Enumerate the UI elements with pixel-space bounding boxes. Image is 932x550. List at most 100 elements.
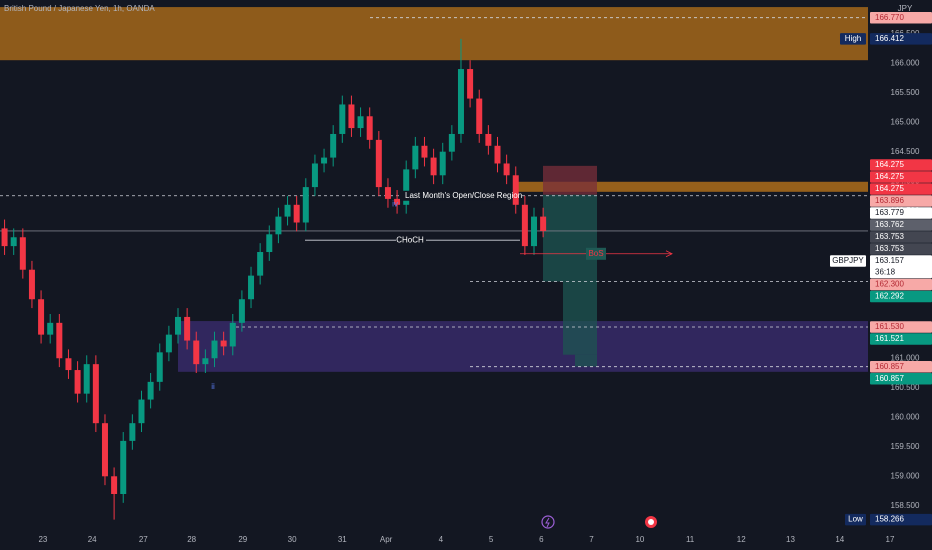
price-tag-bg — [845, 513, 866, 526]
price-label: 166.412 — [875, 34, 904, 43]
price-label: 160.857 — [875, 362, 904, 371]
candle-body — [403, 169, 410, 205]
x-tick-label: 6 — [539, 535, 544, 544]
candle-body — [412, 145, 419, 170]
price-label: 158.266 — [875, 515, 904, 524]
candle-body — [47, 322, 54, 335]
price-label-bg — [870, 372, 932, 385]
candle-body — [120, 440, 127, 494]
price-label-bg — [870, 360, 932, 373]
event-icon[interactable] — [541, 515, 555, 529]
price-label: 163.157 — [875, 256, 904, 265]
candle-body — [248, 275, 255, 300]
price-tag-bg — [830, 255, 866, 267]
candle-body — [321, 157, 328, 164]
candle-body — [293, 204, 300, 223]
candle-body — [92, 364, 99, 424]
price-label: 163.762 — [875, 220, 904, 229]
bos-arrow — [665, 250, 673, 258]
price-label: 161.521 — [875, 334, 904, 343]
x-tick-label: 11 — [686, 535, 695, 544]
candle-body — [348, 104, 355, 129]
price-label-bg — [870, 159, 932, 171]
candle-body — [211, 340, 218, 359]
candle-body — [366, 116, 373, 140]
price-label-bg — [870, 290, 932, 303]
currency: JPY — [898, 4, 913, 13]
candle-body — [494, 145, 501, 164]
candle-body — [421, 145, 428, 158]
event-icon-bolt — [545, 517, 550, 528]
candle-body — [74, 370, 81, 394]
candle-body — [238, 299, 245, 323]
price-label: 163.753 — [875, 244, 904, 253]
candle-body — [275, 216, 282, 235]
candle-body — [111, 476, 118, 494]
price-label: 160.857 — [875, 374, 904, 383]
candle-body — [83, 364, 90, 394]
candle-body — [311, 163, 318, 188]
zone — [543, 165, 597, 195]
price-label-bg — [870, 231, 932, 243]
price-label-bg — [870, 255, 932, 279]
event-icon-inner — [648, 519, 654, 525]
candle-body — [540, 216, 547, 231]
zone — [563, 281, 597, 355]
price-label-bg — [870, 195, 932, 207]
x-tick-label: 14 — [835, 535, 844, 544]
x-tick-label: 28 — [187, 535, 196, 544]
candle-body — [138, 399, 145, 424]
candle-body — [129, 423, 136, 441]
candle-body — [394, 198, 401, 205]
countdown: 36:18 — [875, 268, 896, 277]
price-label: 164.275 — [875, 160, 904, 169]
x-tick-label: 24 — [88, 535, 97, 544]
candle-body — [375, 139, 382, 188]
y-tick-label: 158.500 — [891, 501, 920, 510]
label-bg — [586, 247, 606, 260]
price-axis: 158.500 159.000 159.500 160.000 160.500 161.0… — [830, 11, 932, 526]
candle-body — [339, 104, 346, 134]
y-tick-label: 166.000 — [891, 58, 920, 67]
y-tick-label: 159.500 — [891, 442, 920, 451]
price-label: 163.753 — [875, 232, 904, 241]
zones — [0, 7, 868, 372]
candle-body — [357, 116, 364, 129]
y-tick-label: 165.500 — [891, 88, 920, 97]
x-tick-label: 5 — [489, 535, 494, 544]
candle-body — [175, 316, 182, 335]
chart-title: British Pound / Japanese Yen, 1h, OANDA — [4, 4, 155, 13]
candle-body — [202, 358, 209, 365]
candle-body — [1, 228, 8, 247]
x-tick-label: 7 — [589, 535, 594, 544]
x-tick-label: 23 — [38, 535, 47, 544]
price-label: 164.275 — [875, 184, 904, 193]
x-tick-label: 27 — [139, 535, 148, 544]
y-tick-label: 159.000 — [891, 471, 920, 480]
x-tick-label: 4 — [439, 535, 444, 544]
candle-body — [56, 322, 63, 359]
candle-body — [457, 69, 464, 134]
y-tick-label: 161.000 — [891, 353, 920, 362]
price-tag: Low — [848, 515, 863, 524]
price-label-bg — [870, 183, 932, 195]
price-tag: GBPJPY — [832, 256, 864, 265]
candle-body — [19, 237, 26, 270]
annotation: BoS — [588, 249, 603, 258]
annotation: CHoCH — [396, 235, 424, 244]
price-label-bg — [870, 171, 932, 183]
candle-body — [10, 237, 17, 247]
candle-body — [512, 175, 519, 205]
price-label-bg — [870, 243, 932, 255]
zone — [178, 321, 868, 372]
candle-body — [266, 234, 273, 253]
candle-body — [330, 133, 337, 158]
price-label: 163.896 — [875, 196, 904, 205]
price-label-bg — [870, 33, 932, 45]
x-tick-label: Apr — [380, 535, 393, 544]
zone — [543, 194, 597, 282]
candle-body — [521, 204, 528, 247]
candle-body — [101, 423, 108, 477]
price-label: 164.275 — [875, 172, 904, 181]
